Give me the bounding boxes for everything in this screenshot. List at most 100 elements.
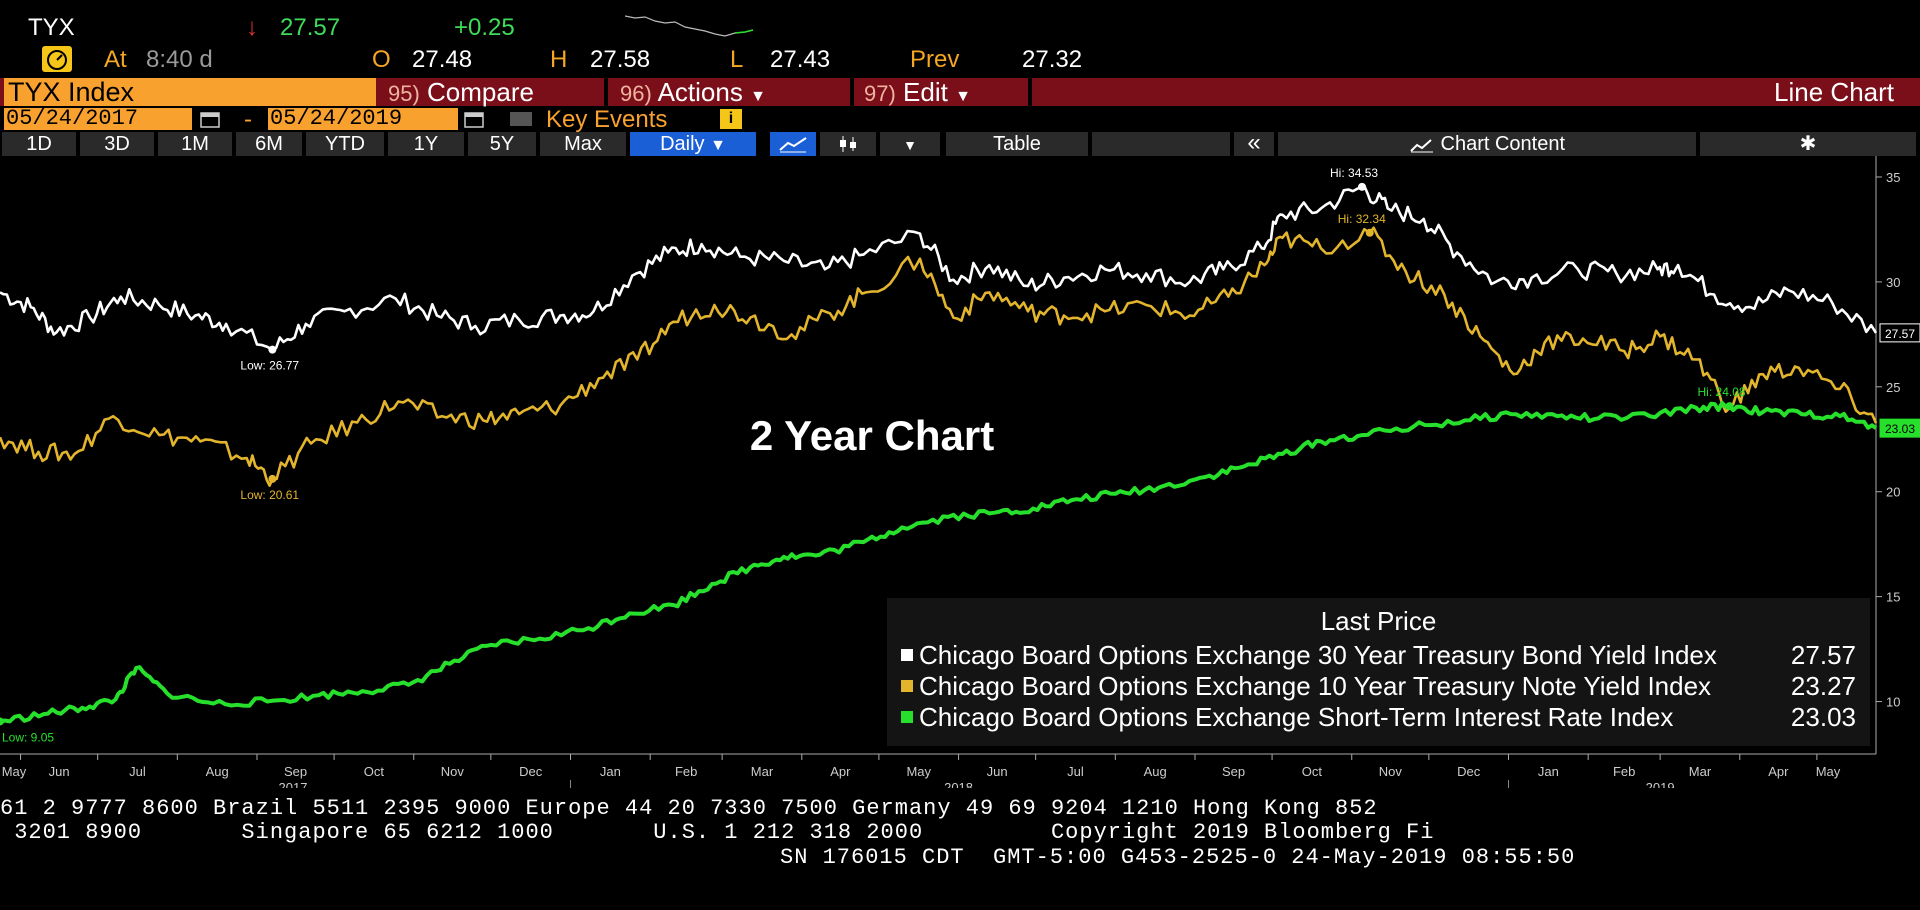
info-icon[interactable]: i (720, 109, 742, 129)
period-button-5y[interactable]: 5Y (468, 132, 536, 156)
sparkline (625, 15, 754, 37)
chart-content-button[interactable]: Chart Content (1278, 132, 1696, 156)
key-events-checkbox[interactable] (510, 112, 532, 126)
period-button-max[interactable]: Max (540, 132, 626, 156)
x-tick-label: Sep (284, 764, 307, 779)
down-arrow-icon: ↓ (246, 14, 258, 41)
x-tick-label: Dec (519, 764, 543, 779)
x-tick-label: Jul (1067, 764, 1084, 779)
footer-contacts-line1: 61 2 9777 8600 Brazil 5511 2395 9000 Eur… (0, 796, 1378, 821)
separator (1028, 78, 1032, 106)
chevron-down-icon: ▼ (750, 88, 766, 105)
x-tick-label: Apr (830, 764, 851, 779)
x-tick-label: Sep (1222, 764, 1245, 779)
x-tick-label: Mar (751, 764, 774, 779)
edit-number: 97) (864, 81, 896, 106)
separator (850, 78, 854, 106)
calendar-icon[interactable] (200, 110, 220, 128)
candlestick-icon[interactable] (820, 132, 876, 156)
actions-button[interactable]: 96) Actions ▼ (612, 78, 848, 106)
calendar-icon[interactable] (464, 110, 484, 128)
chart-legend[interactable]: Last Price Chicago Board Options Exchang… (887, 598, 1870, 746)
last-value-tag (1879, 323, 1920, 343)
compare-button[interactable]: 95) Compare (380, 78, 602, 106)
actions-number: 96) (620, 81, 652, 106)
x-tick-label: Nov (441, 764, 465, 779)
annotation-label: Low: 9.05 (2, 730, 54, 744)
series-line[interactable] (0, 400, 1878, 724)
series-line[interactable] (0, 185, 1878, 351)
legend-series-value: 27.57 (1790, 640, 1856, 670)
x-tick-label: Jan (600, 764, 621, 779)
y-tick-label: 10 (1886, 695, 1900, 710)
annotation-marker (1365, 228, 1374, 237)
chevron-down-icon: ▼ (903, 137, 917, 153)
annotation-marker (1358, 182, 1367, 191)
legend-series-name: Chicago Board Options Exchange 30 Year T… (919, 640, 1717, 670)
compare-label: Compare (427, 77, 534, 107)
annotation-label: Low: 26.77 (240, 359, 299, 373)
period-button-1y[interactable]: 1Y (388, 132, 464, 156)
x-tick-label: May (1816, 764, 1841, 779)
y-tick-label: 35 (1886, 170, 1900, 185)
x-tick-label: Feb (675, 764, 697, 779)
annotation-label: Low: 20.61 (240, 488, 299, 502)
annotation-marker (268, 474, 277, 483)
x-tick-label: Aug (1144, 764, 1167, 779)
last-value-tag (1879, 418, 1920, 438)
right-axis-labels: 27.57 23.03 (1879, 323, 1920, 438)
settings-button[interactable]: ✱ (1700, 132, 1916, 156)
chart-axes: 10 15 20 25 30 35 May Jun Jul Aug Sep Oct Nov Dec Jan F… (0, 156, 1900, 788)
x-tick-label: Jan (1538, 764, 1559, 779)
quote-time: 8:40 d (146, 46, 213, 73)
frequency-dropdown[interactable]: Daily ▼ (630, 132, 756, 156)
x-tick-label: May (906, 764, 931, 779)
period-button-1m[interactable]: 1M (158, 132, 232, 156)
chart-style-dropdown[interactable]: ▼ (880, 132, 940, 156)
security-field[interactable]: TYX Index (4, 78, 376, 106)
actions-label: Actions (657, 77, 743, 107)
table-button[interactable]: Table (946, 132, 1088, 156)
start-date-input[interactable]: 05/24/2017 (4, 108, 192, 130)
period-button-1d[interactable]: 1D (2, 132, 76, 156)
key-events-label[interactable]: Key Events (546, 106, 668, 133)
legend-item[interactable]: Chicago Board Options Exchange 10 Year T… (901, 671, 1856, 701)
chart-type-label[interactable]: Line Chart (1774, 77, 1894, 107)
line-chart-icon[interactable] (770, 132, 816, 156)
y-tick-label: 25 (1886, 380, 1900, 395)
x-year-label: 2018 (944, 780, 973, 788)
x-tick-label: Oct (1302, 764, 1323, 779)
end-date-input[interactable]: 05/24/2019 (268, 108, 458, 130)
gauge-icon[interactable] (42, 46, 72, 72)
period-button-ytd[interactable]: YTD (306, 132, 384, 156)
legend-item[interactable]: Chicago Board Options Exchange 30 Year T… (901, 640, 1856, 670)
chart-title: 2 Year Chart (750, 412, 994, 459)
y-tick-label: 30 (1886, 275, 1900, 290)
period-button-3d[interactable]: 3D (80, 132, 154, 156)
edit-button[interactable]: 97) Edit ▼ (856, 78, 1026, 106)
footer-contacts-line2: 3201 8900 Singapore 65 6212 1000 U.S. 1 … (0, 820, 1435, 845)
x-tick-label: Nov (1379, 764, 1403, 779)
range-dash: - (244, 106, 252, 133)
x-tick-label: May (2, 764, 27, 779)
line-chart[interactable]: 10 15 20 25 30 35 May Jun Jul Aug Sep Oct Nov Dec Jan F… (0, 156, 1920, 788)
open-label: O (372, 46, 391, 73)
collapse-button[interactable]: « (1234, 131, 1274, 156)
toolbar-spacer (1092, 132, 1230, 156)
chevron-down-icon: ▼ (710, 137, 726, 154)
legend-series-name: Chicago Board Options Exchange Short-Ter… (919, 702, 1674, 732)
x-tick-label: Oct (364, 764, 385, 779)
legend-title: Last Price (1320, 606, 1437, 636)
legend-series-value: 23.27 (1790, 671, 1856, 701)
x-tick-label: Jun (49, 764, 70, 779)
series-line[interactable] (0, 226, 1878, 487)
y-tick-label: 20 (1886, 485, 1900, 500)
legend-series-value: 23.03 (1790, 702, 1856, 732)
x-tick-label: Dec (1457, 764, 1481, 779)
y-tick-label: 15 (1886, 590, 1900, 605)
annotation-marker (1725, 402, 1734, 411)
period-button-6m[interactable]: 6M (236, 132, 302, 156)
chart-content-label: Chart Content (1440, 133, 1566, 155)
legend-item[interactable]: Chicago Board Options Exchange Short-Ter… (901, 702, 1856, 732)
edit-label: Edit (903, 77, 948, 107)
